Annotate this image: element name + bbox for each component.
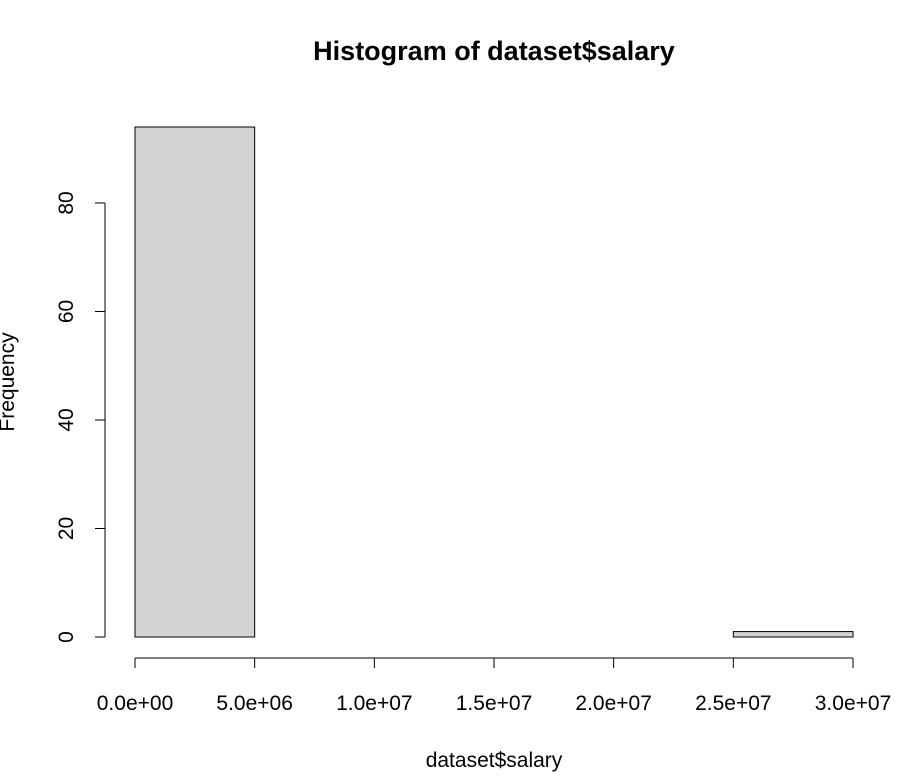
y-tick-label-4: 80 [55, 191, 78, 214]
y-tick-label-2: 40 [55, 408, 78, 431]
x-tick-label-0: 0.0e+00 [97, 692, 174, 715]
x-axis: 0.0e+00 5.0e+06 1.0e+07 1.5e+07 2.0e+07 2.5e+… [97, 657, 892, 715]
y-axis: 0 20 40 60 80 [55, 191, 106, 643]
bars-group [134, 126, 854, 638]
x-tick-label-4: 2.0e+07 [575, 692, 652, 715]
x-tick-label-3: 1.5e+07 [456, 692, 533, 715]
x-tick-label-5: 2.5e+07 [695, 692, 772, 715]
y-axis-label: Frequency [0, 332, 19, 432]
histogram-bar-5 [732, 631, 854, 638]
x-axis-label: dataset$salary [426, 749, 563, 772]
chart-title: Histogram of dataset$salary [313, 36, 675, 66]
histogram-bar-0 [134, 126, 256, 638]
y-tick-label-0: 0 [55, 631, 78, 643]
x-tick-label-1: 5.0e+06 [216, 692, 293, 715]
x-tick-label-6: 3.0e+07 [815, 692, 892, 715]
y-tick-label-1: 20 [55, 517, 78, 540]
y-tick-label-3: 60 [55, 300, 78, 323]
x-tick-label-2: 1.0e+07 [336, 692, 413, 715]
